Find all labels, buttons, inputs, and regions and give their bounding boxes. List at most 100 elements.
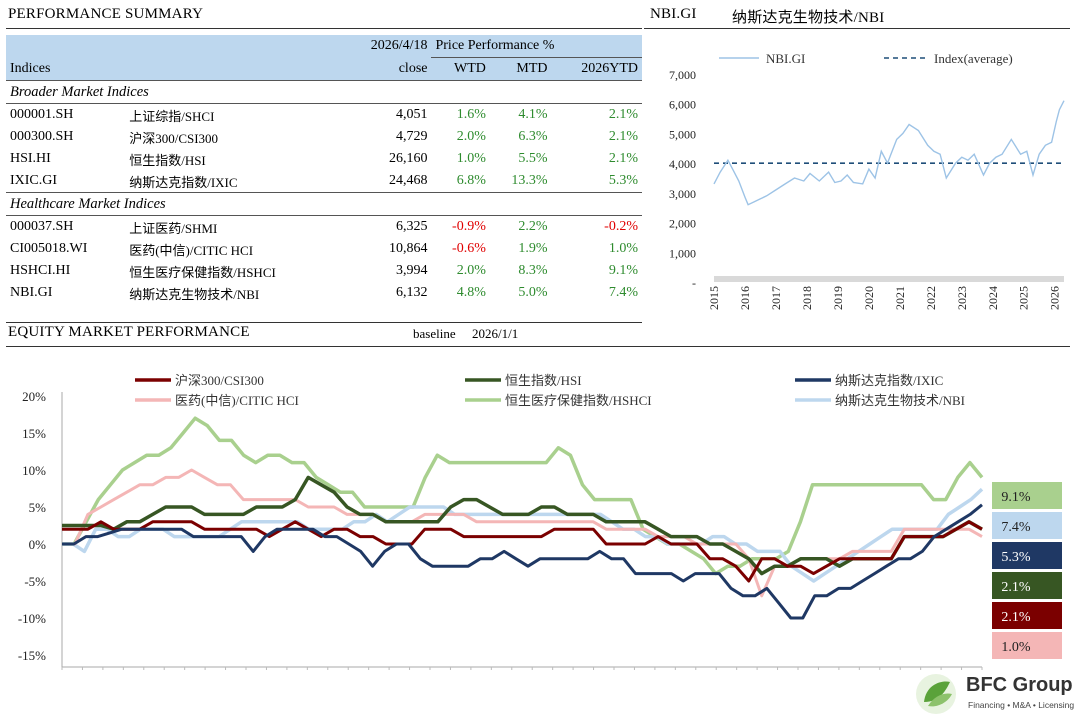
logo-tagline: Financing • M&A • Licensing [968,700,1075,710]
mtd-value: 5.0% [518,285,548,300]
mtd-value: 4.1% [518,107,548,122]
mtd-value: 1.9% [518,241,548,256]
leaf-icon [916,674,956,714]
equity-title-rule-top [6,322,642,323]
end-value-label: 1.0% [1001,640,1031,655]
equity-title-rule [6,346,1070,347]
eq-legend-label: 医药(中信)/CITIC HCI [175,393,299,408]
end-value-label: 9.1% [1001,490,1031,505]
nbi-xtick-label: 2026 [1048,286,1062,310]
bfc-logo: BFC Group Financing • M&A • Licensing [914,672,1074,718]
nbi-series-line [713,100,1065,206]
table-row: 000001.SH 上证综指/SHCI 4,051 1.6% 4.1% 2.1% [6,104,642,127]
summary-title-rule [6,28,642,29]
nbi-xtick-label: 2022 [924,286,938,310]
index-code: NBI.GI [10,285,53,300]
wtd-value: -0.9% [452,219,486,234]
index-code: HSI.HI [10,151,51,166]
nbi-chart: - 1,000 2,000 3,000 4,000 5,000 6,000 7,000 2015… [669,51,1065,310]
equity-chart: -15% -10% -5% 0% 5% 10% 15% 20% 沪深300/CSI300 恒生指数… [18,373,1062,670]
table-row: IXIC.GI 纳斯达克指数/IXIC 24,468 6.8% 13.3% 5.3% [6,170,642,193]
header-blank-3 [125,57,342,81]
nbi-xtick-label: 2018 [800,286,814,310]
table-row: 000037.SH 上证医药/SHMI 6,325 -0.9% 2.2% -0.2% [6,216,642,239]
mtd-value: 5.5% [518,151,548,166]
eq-ytick-label: -5% [24,574,46,589]
eq-ytick-label: 20% [22,389,46,404]
close-value: 26,160 [388,151,428,166]
table-row: 000300.SH 沪深300/CSI300 4,729 2.0% 6.3% 2.1% [6,126,642,148]
index-code: HSHCI.HI [10,263,71,278]
wtd-value: 4.8% [456,285,486,300]
ytd-value: 9.1% [608,263,638,278]
end-value-box [992,602,1062,629]
nbi-xtick-label: 2025 [1017,286,1031,310]
mtd-value: 8.3% [518,263,548,278]
logo-name: BFC Group [966,674,1073,696]
eq-legend-label: 纳斯达克指数/IXIC [835,373,943,388]
close-value: 4,051 [395,107,428,122]
index-name: 恒生指数/HSI [129,152,206,168]
eq-series-line [62,468,983,598]
ytd-value: 5.3% [608,173,638,188]
ytd-value: 2.1% [608,151,638,166]
eq-series-line [62,520,983,583]
header-blank [6,35,126,58]
mtd-value: 6.3% [518,129,548,144]
nbi-title-rule [644,28,1070,29]
eq-ytick-label: 10% [22,463,46,478]
wtd-value: 2.0% [456,263,486,278]
close-value: 4,729 [395,129,428,144]
close-value: 10,864 [388,241,428,256]
table-row: CI005018.WI 医药(中信)/CITIC HCI 10,864 -0.6% 1.… [6,238,642,260]
nbi-legend-label: NBI.GI [766,51,805,66]
end-value-box [992,482,1062,509]
end-value-box [992,572,1062,599]
ytd-value: -0.2% [604,219,638,234]
nbi-xtick-label: 2017 [769,286,783,310]
wtd-value: 1.0% [456,151,486,166]
summary-title: PERFORMANCE SUMMARY [8,6,204,22]
nbi-ytick-label: 3,000 [669,187,696,201]
nbi-ytick-label: 4,000 [669,157,696,171]
wtd-value: 2.0% [456,129,486,144]
index-name: 医药(中信)/CITIC HCI [129,242,254,258]
nbi-xtick-label: 2020 [862,286,876,310]
header-close: close [341,57,432,81]
header-row-1: 2026/4/18 Price Performance % [6,35,642,58]
eq-legend-label: 纳斯达克生物技术/NBI [835,393,965,408]
equity-title: EQUITY MARKET PERFORMANCE [8,324,250,340]
header-blank-2 [125,35,342,58]
header-row-2: Indices close WTD MTD 2026YTD [6,57,642,81]
index-code: IXIC.GI [10,173,58,188]
end-value-label: 2.1% [1001,580,1031,595]
mtd-value: 13.3% [511,173,548,188]
mtd-value: 2.2% [518,219,548,234]
eq-ytick-label: 15% [22,426,46,441]
nbi-ytick-label: 6,000 [669,98,696,112]
section-label: Broader Market Indices [6,80,642,104]
close-value: 3,994 [395,263,428,278]
avg-legend-label: Index(average) [934,51,1013,66]
index-code: 000001.SH [10,107,74,122]
baseline-date: 2026/1/1 [472,326,519,341]
eq-ytick-label: 0% [29,537,47,552]
nbi-xtick-label: 2023 [955,286,969,310]
eq-legend-label: 恒生指数/HSI [505,373,582,388]
eq-series-line [62,475,983,576]
eq-ytick-label: -10% [18,611,46,626]
index-name: 纳斯达克指数/IXIC [129,174,238,190]
wtd-value: 1.6% [456,107,486,122]
eq-ytick-label: -15% [18,648,46,663]
nbi-code: NBI.GI [650,6,697,22]
index-name: 恒生医疗保健指数/HSHCI [129,264,276,280]
wtd-value: 6.8% [456,173,486,188]
end-value-label: 7.4% [1001,520,1031,535]
nbi-xtick-label: 2016 [738,286,752,310]
index-name: 沪深300/CSI300 [129,130,219,146]
header-wtd: WTD [431,57,490,81]
end-value-label: 2.1% [1001,610,1031,625]
eq-series-line [62,416,984,576]
index-code: 000037.SH [10,219,74,234]
end-value-box [992,632,1062,659]
